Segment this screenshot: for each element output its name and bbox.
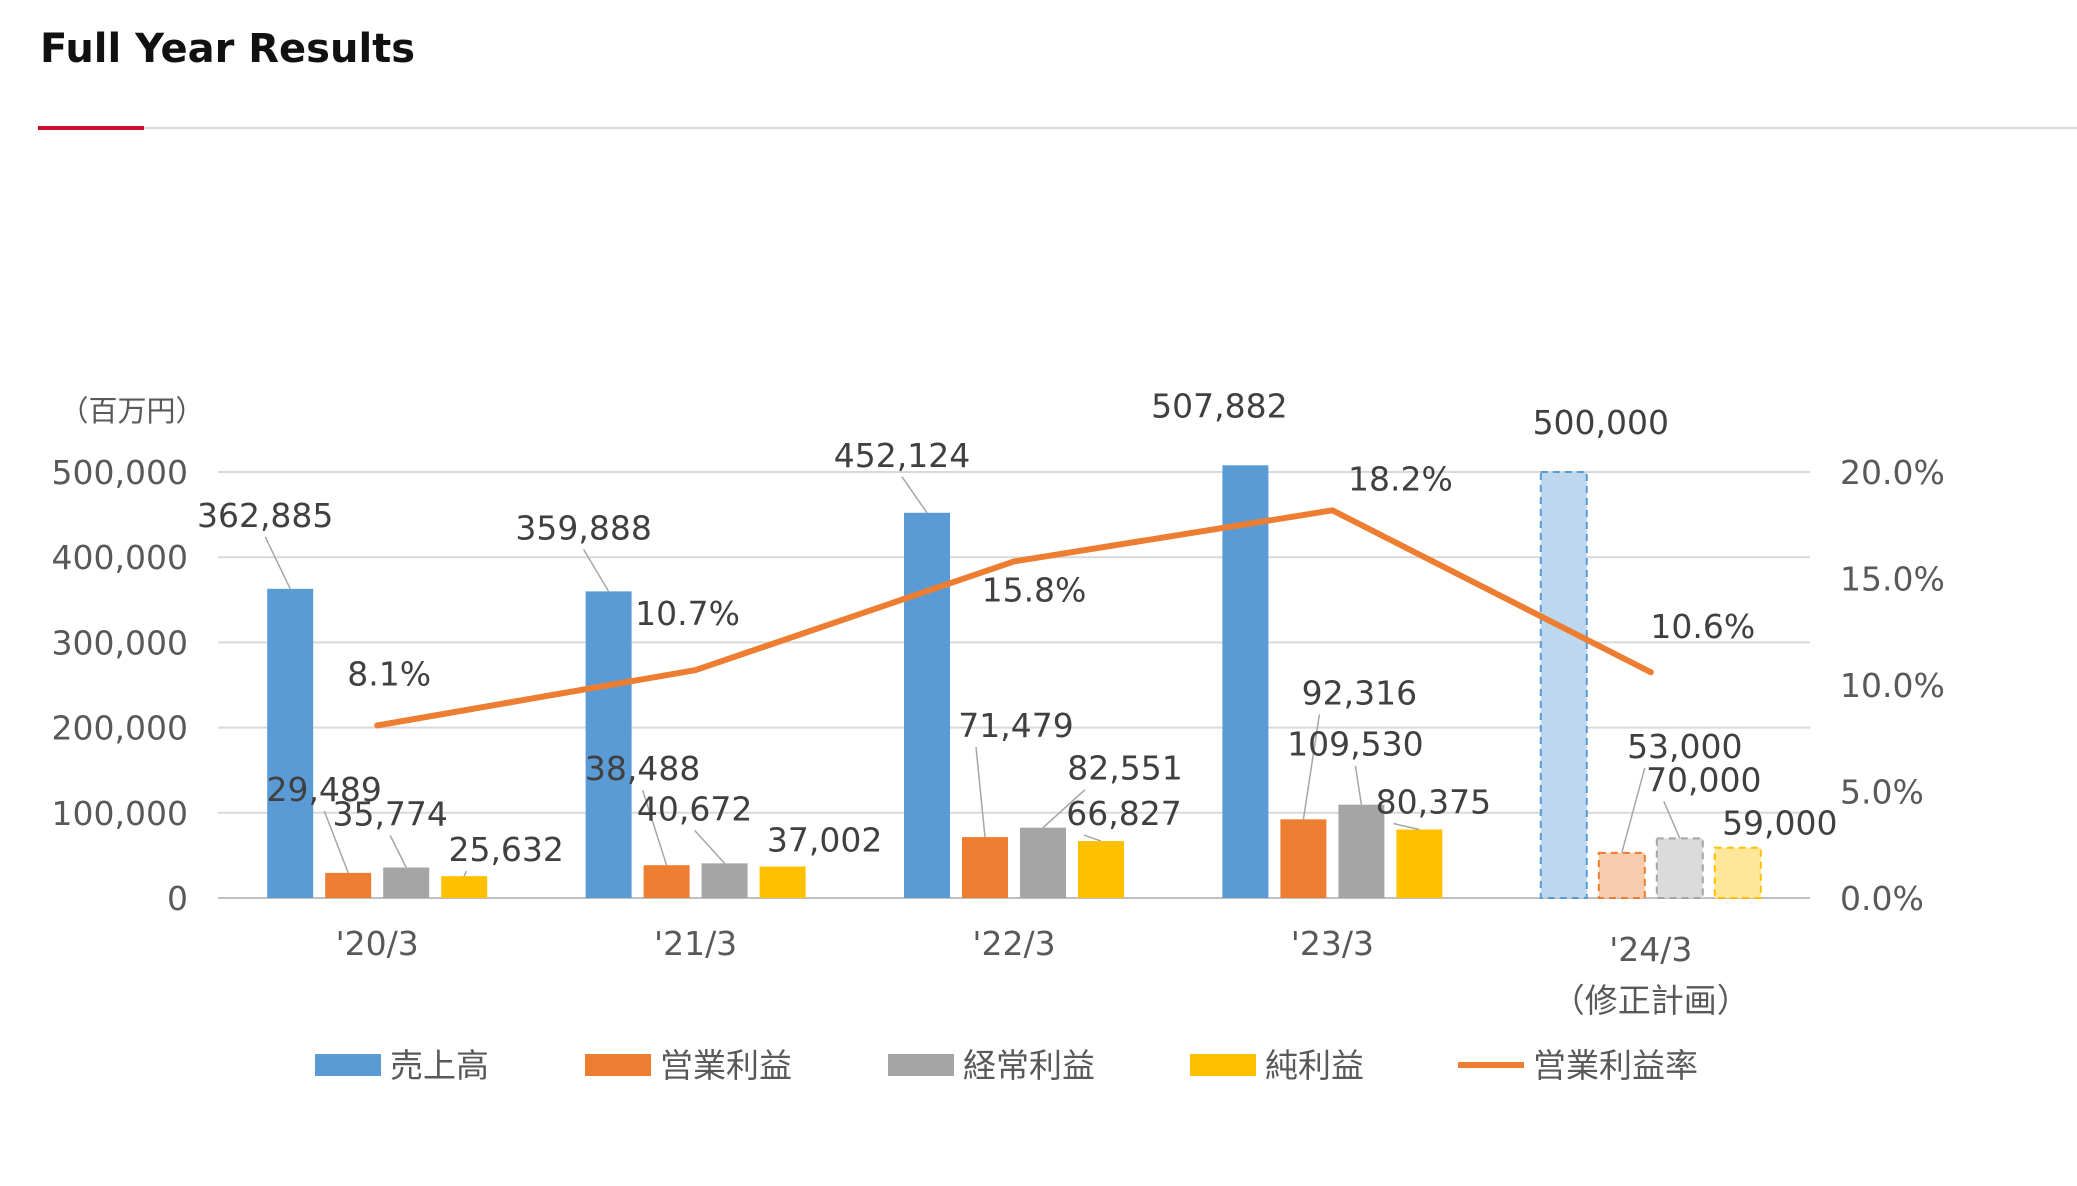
legend-swatch (888, 1054, 954, 1076)
bar-3-3 (1020, 827, 1066, 898)
data-label-bar: 359,888 (515, 508, 651, 547)
y-left-tick-label: 500,000 (52, 453, 188, 492)
x-tick-label: '24/3 (1609, 930, 1692, 969)
bar-3-2 (701, 863, 748, 898)
data-label-bar: 35,774 (332, 795, 447, 834)
legend-label: 純利益 (1265, 1046, 1364, 1085)
bar-1-5 (1539, 471, 1588, 899)
data-label-bar: 452,124 (834, 436, 970, 475)
leader-line (1393, 822, 1420, 831)
leader-line (901, 476, 928, 514)
x-tick-label: '20/3 (336, 924, 419, 963)
data-label-bar: 507,882 (1151, 386, 1287, 425)
bar-2-3 (962, 837, 1008, 898)
bar-3-4 (1338, 804, 1385, 898)
bar-4-3 (1078, 841, 1124, 898)
y-right-tick-label: 0.0% (1840, 879, 1924, 918)
bar-2-1 (325, 872, 372, 898)
bar-1-3 (904, 512, 950, 898)
title-accent-bar (38, 126, 144, 130)
leader-line (694, 829, 726, 864)
data-label-bar: 38,488 (585, 749, 700, 788)
data-label-margin: 8.1% (347, 654, 431, 693)
leader-line (975, 747, 986, 838)
leader-line (264, 536, 291, 590)
axes: （百万円） 0 100,000 200,000 300,000 400,000 500,0… (52, 394, 1945, 1020)
legend-swatch (585, 1054, 651, 1076)
y-right-tick-label: 5.0% (1840, 773, 1924, 812)
legend-label: 売上高 (390, 1046, 489, 1085)
leader-lines (264, 476, 1681, 877)
bar-2-5 (1597, 851, 1646, 899)
title-divider (38, 127, 2077, 129)
unit-label: （百万円） (59, 394, 204, 428)
bar-4-1 (441, 876, 488, 898)
data-label-bar: 40,672 (637, 789, 752, 828)
data-label-margin: 15.8% (982, 570, 1087, 609)
y-left-tick-label: 100,000 (52, 794, 188, 833)
data-labels: 362,885 359,888 452,124 507,882 500,000 29,48… (197, 386, 1838, 869)
data-label-bar: 25,632 (448, 830, 563, 869)
legend-label: 営業利益 (660, 1046, 792, 1085)
bar-2-4 (1280, 819, 1327, 898)
bar-1-4 (1222, 465, 1269, 898)
legend-swatch (1190, 1054, 1256, 1076)
leader-line (582, 548, 610, 592)
x-tick-label: '22/3 (972, 924, 1055, 963)
y-left-tick-label: 0 (167, 879, 188, 918)
leader-line (1083, 834, 1102, 842)
bar-4-5 (1713, 846, 1762, 899)
data-label-bar: 37,002 (767, 820, 882, 859)
legend-swatch (315, 1054, 381, 1076)
y-right-tick-label: 20.0% (1840, 453, 1945, 492)
x-tick-sublabel: （修正計画） (1552, 981, 1750, 1020)
bar-1-1 (267, 588, 314, 898)
y-left-tick-label: 200,000 (52, 709, 188, 748)
x-tick-label: '23/3 (1291, 924, 1374, 963)
y-right-tick-label: 15.0% (1840, 560, 1945, 599)
leader-line (1663, 801, 1681, 839)
data-label-bar: 59,000 (1722, 804, 1837, 843)
data-label-bar: 362,885 (197, 496, 333, 535)
bars (267, 465, 1762, 899)
page-title: Full Year Results (40, 26, 416, 72)
margin-line (374, 507, 1654, 729)
bar-1-2 (585, 591, 632, 898)
bar-4-4 (1396, 829, 1443, 898)
data-label-bar: 29,489 (266, 770, 381, 809)
data-label-margin: 10.7% (635, 594, 740, 633)
leader-line (323, 810, 349, 874)
leader-line (641, 789, 668, 866)
bar-2-2 (643, 865, 690, 898)
leader-line (1621, 767, 1646, 854)
data-label-bar: 92,316 (1302, 673, 1417, 712)
leader-line (1302, 714, 1321, 820)
legend: 売上高 営業利益 経常利益 純利益 営業利益率 (315, 1046, 1698, 1085)
x-tick-label: '21/3 (654, 924, 737, 963)
data-label-bar: 109,530 (1287, 725, 1423, 764)
y-left-tick-label: 300,000 (52, 623, 188, 662)
data-label-margin: 10.6% (1650, 607, 1755, 646)
data-label-bar: 66,827 (1066, 794, 1181, 833)
data-label-bar: 80,375 (1376, 783, 1491, 822)
data-label-bar: 53,000 (1627, 727, 1742, 766)
leader-line (463, 870, 467, 877)
data-label-bar: 82,551 (1067, 749, 1182, 788)
bar-4-2 (759, 866, 806, 898)
data-label-bar: 500,000 (1533, 403, 1669, 442)
legend-label: 営業利益率 (1533, 1046, 1698, 1085)
leader-line (1042, 789, 1086, 829)
margin-series-line (374, 507, 1654, 729)
y-right-tick-label: 10.0% (1840, 666, 1945, 705)
leader-line (1354, 765, 1363, 805)
bar-3-1 (383, 867, 430, 898)
legend-label: 経常利益 (963, 1046, 1095, 1085)
data-label-bar: 71,479 (958, 706, 1073, 745)
data-label-bar: 70,000 (1646, 760, 1761, 799)
bar-3-5 (1655, 837, 1704, 899)
leader-line (389, 835, 407, 868)
data-label-margin: 18.2% (1348, 459, 1453, 498)
y-left-tick-label: 400,000 (52, 538, 188, 577)
